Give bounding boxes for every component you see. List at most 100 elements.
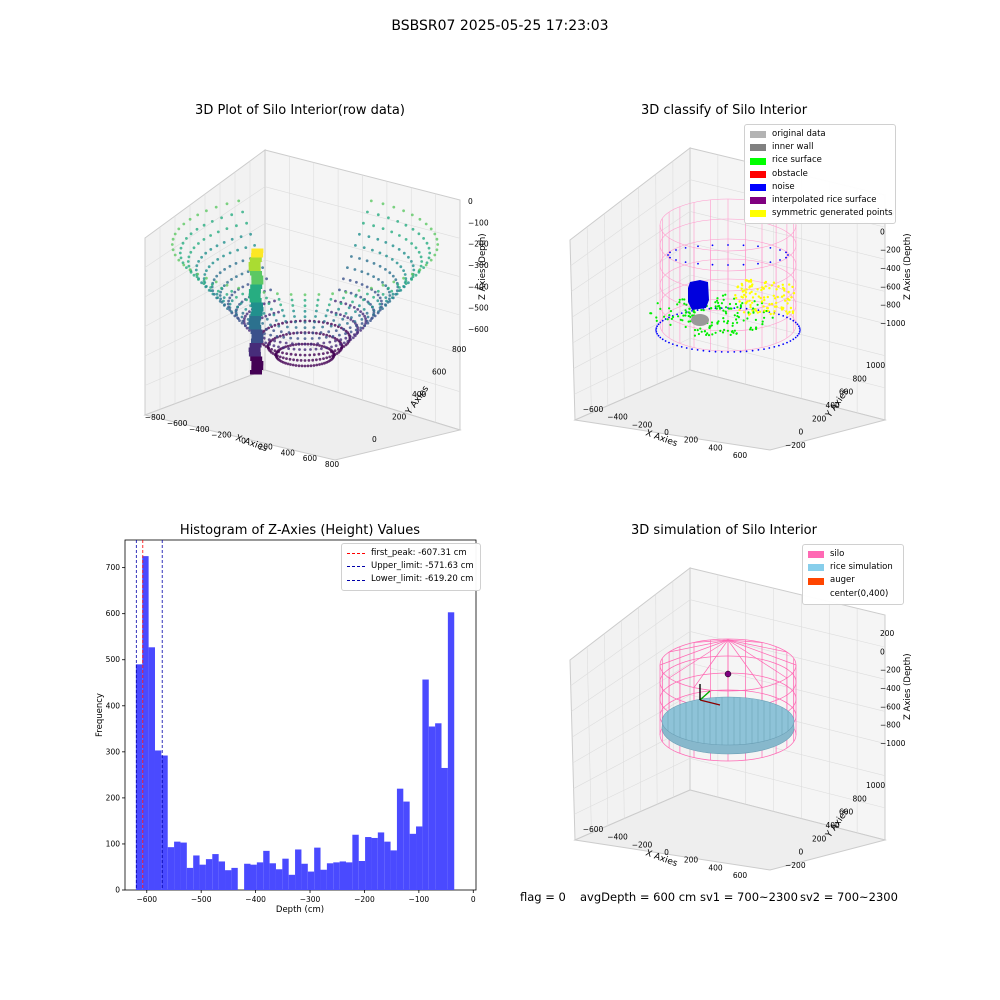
panel1-point: [311, 358, 315, 362]
panel1-point: [202, 238, 206, 241]
panel1-point: [342, 341, 346, 345]
panel2-noise-point: [656, 332, 658, 335]
histogram-bar: [422, 679, 429, 890]
panel1-point: [297, 342, 300, 346]
panel2-noise-point: [697, 245, 699, 248]
histogram-ytick: 100: [106, 839, 121, 848]
panel1-point: [315, 309, 318, 313]
panel4-ztick: −800: [880, 721, 901, 730]
panel1-point: [308, 319, 312, 323]
panel1-point: [363, 314, 366, 318]
panel1-point: [237, 317, 240, 320]
panel1-point: [358, 304, 361, 308]
panel2-rice-point: [721, 294, 725, 297]
panel2-symmetric-point: [736, 285, 740, 288]
panel1-point: [407, 255, 410, 259]
panel1-column-point: [251, 248, 264, 253]
panel1-point: [356, 308, 360, 311]
panel1-point: [241, 319, 245, 323]
panel1-point: [261, 266, 264, 269]
panel2-symmetric-point: [762, 305, 765, 308]
panel1-point: [189, 270, 193, 274]
panel1-point: [360, 322, 364, 325]
panel1-point: [429, 258, 433, 262]
panel2-rice-point: [726, 322, 729, 325]
panel1-point: [211, 261, 215, 265]
panel2-symmetric-point: [760, 300, 764, 303]
panel2-symmetric-point: [770, 284, 773, 287]
panel1-ztick: −100: [468, 218, 489, 227]
panel2-rice-point: [684, 309, 687, 312]
panel1-point: [328, 334, 332, 338]
panel2-noise-point: [745, 350, 748, 353]
panel1-ytick: 0: [372, 435, 377, 444]
panel2-noise-point: [655, 327, 658, 329]
panel1-point: [402, 276, 405, 280]
panel2-noise-point: [659, 321, 662, 324]
panel1-point: [351, 300, 354, 304]
panel2-rice-point: [663, 315, 666, 318]
panel2-symmetric-point: [781, 283, 784, 286]
panel1-point: [354, 244, 357, 247]
panel1-point: [418, 217, 422, 221]
panel1-point: [225, 202, 229, 206]
panel1-point: [202, 277, 206, 280]
panel2-noise-point: [794, 336, 797, 339]
panel1-point: [320, 347, 323, 350]
panel1-point: [272, 329, 276, 332]
panel2-symmetric-point: [749, 306, 752, 309]
panel2-rice-point: [659, 307, 662, 310]
panel1-point: [241, 285, 245, 289]
panel1-point: [290, 298, 294, 302]
panel1-point: [295, 358, 299, 362]
panel2-rice-point: [736, 321, 739, 324]
panel1-point: [279, 330, 283, 334]
panel1-point: [245, 221, 249, 225]
panel2-ytick: 600: [839, 388, 854, 397]
panel1-point: [240, 272, 244, 276]
panel1-point: [394, 278, 398, 282]
panel2-rice-point: [765, 309, 768, 313]
panel1-point: [291, 304, 295, 307]
panel1-xtick: 600: [303, 454, 318, 463]
legend2-swatch: [750, 170, 766, 178]
panel1-point: [354, 328, 358, 332]
panel2-symmetric-point: [745, 279, 748, 282]
panel1-point: [435, 237, 439, 241]
panel2-noise-point: [708, 350, 711, 353]
panel1-point: [384, 284, 388, 287]
panel1-point: [322, 333, 325, 336]
panel1-point: [233, 290, 237, 294]
panel2-rice-point: [756, 303, 759, 306]
panel1-point: [246, 318, 250, 321]
panel2-noise-point: [669, 251, 671, 254]
panel1-point: [179, 256, 183, 260]
panel1-point: [418, 268, 422, 272]
panel1-point: [216, 289, 220, 293]
panel2-noise-point: [659, 336, 662, 339]
panel2-rice-point: [718, 306, 721, 309]
panel3-plot: −600 −500 −400 −300 −200 −100 0 0 100 200 300 400 5…: [95, 539, 477, 915]
panel2-rice-point: [687, 314, 690, 318]
legend2-label: rice surface: [772, 155, 822, 166]
panel2-noise-point: [789, 318, 792, 320]
legend3-entry: Upper_limit: -571.63 cm: [347, 560, 475, 573]
panel1-point: [284, 361, 287, 365]
panel1-point: [435, 248, 439, 252]
panel1-point: [322, 341, 326, 345]
panel1-point: [412, 268, 416, 272]
legend4-label: center(0,400): [830, 588, 889, 599]
panel1-point: [321, 325, 324, 329]
histogram-bar: [244, 863, 251, 890]
panel1-point: [248, 310, 251, 313]
panel2-ztick: −800: [880, 301, 901, 310]
panel1-point: [306, 364, 310, 368]
legend4-entry: auger: [808, 574, 898, 587]
panel1-point: [189, 232, 193, 236]
panel2-noise-point: [711, 244, 714, 247]
panel1-point: [237, 286, 241, 290]
panel2-rice-point: [723, 328, 726, 331]
panel1-point: [209, 234, 212, 237]
panel1-column-point: [250, 311, 263, 316]
